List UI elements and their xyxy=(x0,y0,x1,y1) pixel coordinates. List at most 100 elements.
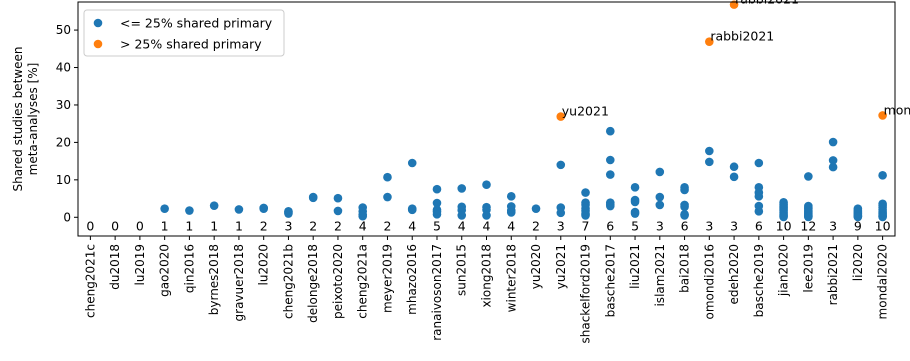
point-low-shared xyxy=(506,192,516,201)
point-low-shared xyxy=(729,172,739,182)
x-tick-label: shackelford2019 xyxy=(579,244,593,344)
x-tick-label: byrnes2018 xyxy=(207,244,221,315)
x-tick-label: yu2020 xyxy=(529,244,543,289)
legend-box xyxy=(83,9,285,57)
point-low-shared xyxy=(581,188,590,197)
x-tick-label: basche2017 xyxy=(603,244,617,317)
count-label: 0 xyxy=(111,218,119,233)
count-label: 3 xyxy=(557,218,565,233)
point-low-shared xyxy=(878,171,887,180)
x-tick-label: lu2020 xyxy=(257,244,271,285)
point-low-shared xyxy=(680,202,689,212)
x-tick-label: jian2020 xyxy=(777,244,791,297)
point-low-shared xyxy=(779,212,788,222)
point-low-shared xyxy=(828,162,838,172)
point-low-shared xyxy=(556,208,566,218)
point-low-shared xyxy=(705,157,714,167)
x-tick-label: li2020 xyxy=(851,244,865,281)
count-label: 3 xyxy=(284,218,292,233)
y-tick-label: 10 xyxy=(56,173,71,187)
point-high-shared xyxy=(705,37,714,46)
y-tick-label: 0 xyxy=(63,210,71,224)
point-low-shared xyxy=(605,126,615,136)
count-label: 2 xyxy=(532,218,540,233)
point-low-shared xyxy=(383,172,392,182)
point-low-shared xyxy=(655,192,665,202)
point-low-shared xyxy=(259,204,268,213)
count-label: 9 xyxy=(854,218,862,233)
x-tick-label: islam2021 xyxy=(653,244,667,307)
point-low-shared xyxy=(407,205,417,215)
count-labels: 0 0 0 1 1 1 1 2 3 2 2 4 2 4 5 4 4 4 2 3 7 6 5 3 6 3 3 6 10 12 3 9 10 xyxy=(86,218,890,233)
point-low-shared xyxy=(432,184,442,194)
count-label: 10 xyxy=(875,218,891,233)
point-annotation: rabbi2021 xyxy=(735,0,799,7)
point-annotation: yu2021 xyxy=(562,104,609,119)
count-label: 6 xyxy=(681,218,689,233)
count-label: 7 xyxy=(582,218,590,233)
point-low-shared xyxy=(457,184,467,193)
point-low-shared xyxy=(482,180,491,190)
x-tick-label: winter2018 xyxy=(504,244,518,312)
point-high-shared xyxy=(878,111,887,120)
legend: <= 25% shared primary > 25% shared primar… xyxy=(83,9,285,57)
y-tick-label: 30 xyxy=(56,98,71,112)
point-annotation: mondal2020 xyxy=(884,102,910,117)
point-low-shared xyxy=(680,211,689,220)
point-low-shared xyxy=(432,198,442,208)
count-label: 2 xyxy=(334,218,342,233)
count-label: 10 xyxy=(776,218,792,233)
y-axis-label-line: Shared studies between xyxy=(11,47,25,192)
x-axis-ticks: cheng2021c du2018 lu2019 gao2020 qin2016 byrn… xyxy=(83,236,890,344)
x-tick-label: ranaivoson2017 xyxy=(430,244,444,341)
y-tick-label: 20 xyxy=(56,135,71,149)
point-low-shared xyxy=(407,158,417,168)
count-label: 4 xyxy=(483,218,491,233)
point-low-shared xyxy=(804,212,813,222)
point-low-shared xyxy=(457,211,467,220)
point-low-shared xyxy=(729,162,739,172)
point-low-shared xyxy=(358,211,368,221)
x-tick-label: qin2016 xyxy=(182,244,196,293)
point-low-shared xyxy=(680,185,689,195)
data-points xyxy=(160,0,887,222)
point-low-shared xyxy=(531,204,541,213)
x-tick-label: du2018 xyxy=(108,244,122,290)
count-label: 1 xyxy=(161,218,169,233)
point-low-shared xyxy=(754,158,764,168)
x-tick-label: cheng2021b xyxy=(281,244,295,319)
point-low-shared xyxy=(828,137,838,147)
point-low-shared xyxy=(655,200,665,210)
point-low-shared xyxy=(655,167,665,177)
y-axis-label-line: meta-analyses [%] xyxy=(26,63,40,176)
count-label: 3 xyxy=(829,218,837,233)
point-low-shared xyxy=(333,193,343,203)
point-low-shared xyxy=(432,209,442,219)
x-tick-label: bai2018 xyxy=(678,244,692,293)
plot-frame xyxy=(77,1,896,237)
x-tick-label: cheng2021c xyxy=(83,244,97,318)
count-label: 12 xyxy=(800,218,816,233)
point-low-shared xyxy=(804,172,813,181)
point-low-shared xyxy=(754,192,764,201)
point-low-shared xyxy=(284,209,293,218)
x-tick-label: cheng2021a xyxy=(356,244,370,319)
count-label: 0 xyxy=(86,218,94,233)
x-tick-label: gao2020 xyxy=(158,244,172,297)
point-low-shared xyxy=(234,205,244,214)
y-tick-label: 50 xyxy=(56,23,71,37)
count-label: 5 xyxy=(433,218,441,233)
point-low-shared xyxy=(878,212,887,222)
point-low-shared xyxy=(754,206,764,216)
point-low-shared xyxy=(605,201,615,211)
x-tick-label: yu2021 xyxy=(554,244,568,289)
x-tick-label: liu2021 xyxy=(628,244,642,289)
x-tick-label: peixoto2020 xyxy=(331,244,345,319)
point-low-shared xyxy=(605,170,615,179)
count-label: 2 xyxy=(260,218,268,233)
point-low-shared xyxy=(308,193,318,203)
count-label: 2 xyxy=(383,218,391,233)
legend-marker xyxy=(93,18,103,28)
y-axis-ticks: 0 10 20 30 40 50 xyxy=(56,23,78,224)
